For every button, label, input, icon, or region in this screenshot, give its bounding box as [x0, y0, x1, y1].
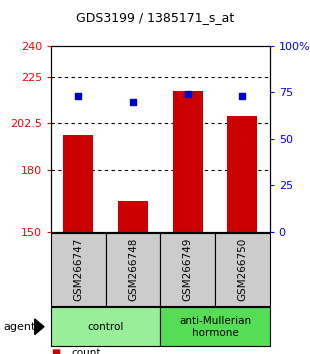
Point — [131, 99, 135, 105]
Bar — [51, 233, 106, 306]
Text: control: control — [88, 322, 124, 332]
Text: GDS3199 / 1385171_s_at: GDS3199 / 1385171_s_at — [76, 11, 234, 24]
Point — [76, 93, 81, 99]
Bar — [215, 233, 270, 306]
Polygon shape — [35, 319, 44, 335]
Bar — [64, 135, 94, 232]
Point — [185, 92, 190, 97]
Bar — [173, 91, 203, 232]
Bar — [106, 233, 161, 306]
Text: anti-Mullerian
hormone: anti-Mullerian hormone — [179, 316, 251, 338]
Bar — [161, 307, 270, 346]
Text: GSM266750: GSM266750 — [237, 238, 247, 301]
Text: ■: ■ — [51, 348, 60, 354]
Bar — [51, 307, 161, 346]
Text: GSM266749: GSM266749 — [183, 238, 193, 301]
Text: GSM266748: GSM266748 — [128, 238, 138, 301]
Bar — [118, 201, 148, 232]
Text: agent: agent — [3, 322, 35, 332]
Text: GSM266747: GSM266747 — [73, 238, 83, 301]
Text: count: count — [71, 348, 101, 354]
Point — [240, 93, 245, 99]
Bar — [227, 116, 257, 232]
Bar — [161, 233, 215, 306]
